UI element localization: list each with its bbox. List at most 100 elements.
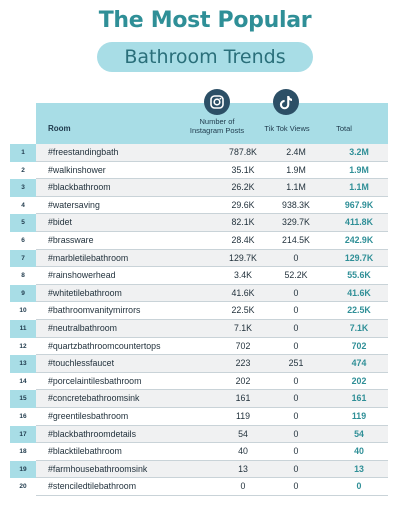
instagram-posts-value: 3.4K [233, 270, 253, 281]
rank-number: 17 [10, 425, 36, 444]
tiktok-views-value: 1.1M [286, 182, 306, 193]
table-row: 4 #watersaving 29.6K 938.3K 967.9K [10, 197, 388, 215]
table-row: 16 #greentilesbathroom 119 0 119 [10, 408, 388, 426]
total-value: 967.9K [344, 199, 374, 210]
instagram-posts-value: 26.2K [231, 182, 255, 193]
table-row: 3 #blackbathroom 26.2K 1.1M 1.1M [10, 179, 388, 197]
room-hashtag: #bidet [48, 217, 72, 228]
total-value: 242.9K [344, 234, 374, 245]
rank-number: 4 [21, 201, 25, 209]
row-body: #concretebathroomsink 161 0 161 [36, 390, 388, 408]
room-hashtag: #blacktilebathroom [48, 446, 122, 457]
table-row: 11 #neutralbathroom 7.1K 0 7.1K [10, 319, 388, 338]
instagram-posts-value: 0 [240, 481, 246, 492]
column-header-room: Room [48, 124, 71, 133]
row-body: #whitetilebathroom 41.6K 0 41.6K [36, 284, 388, 303]
total-value: 161 [351, 393, 367, 404]
table-row: 19 #farmhousebathroomsink 13 0 13 [10, 460, 388, 479]
tiktok-views-value: 0 [293, 340, 299, 351]
instagram-posts-value: 28.4K [231, 234, 255, 245]
room-hashtag: #blackbathroomdetails [48, 428, 137, 439]
rank-number: 20 [19, 483, 27, 491]
rank-number: 5 [10, 214, 36, 232]
row-body: #porcelaintilesbathroom 202 0 202 [36, 373, 388, 391]
total-value: 119 [351, 410, 367, 421]
instagram-posts-value: 82.1K [231, 217, 255, 228]
tiktok-views-value: 938.3K [282, 199, 310, 210]
instagram-icon [204, 89, 230, 115]
table-row: 8 #rainshowerhead 3.4K 52.2K 55.6K [10, 267, 388, 285]
instagram-posts-value: 161 [235, 393, 251, 404]
room-hashtag: #freestandingbath [48, 147, 119, 157]
instagram-posts-value: 119 [235, 410, 251, 421]
total-value: 129.7K [344, 252, 374, 263]
table-row: 18 #blacktilebathroom 40 0 40 [10, 443, 388, 461]
tiktok-views-value: 1.9M [286, 164, 306, 175]
rank-number: 7 [10, 249, 36, 268]
table-row: 20 #stenciledtilebathroom 0 0 0 [10, 478, 388, 496]
instagram-posts-value: 29.6K [231, 199, 255, 210]
instagram-posts-value: 40 [238, 446, 248, 457]
room-hashtag: #quartzbathroomcountertops [48, 340, 161, 351]
table-row: 7 #marbletilebathroom 129.7K 0 129.7K [10, 249, 388, 268]
row-body: #neutralbathroom 7.1K 0 7.1K [36, 319, 388, 338]
room-hashtag: #farmhousebathroomsink [48, 463, 148, 474]
table-row: 9 #whitetilebathroom 41.6K 0 41.6K [10, 284, 388, 303]
room-hashtag: #bathroomvanitymirrors [48, 305, 141, 316]
room-hashtag: #rainshowerhead [48, 270, 116, 281]
rank-number: 12 [19, 342, 27, 350]
rank-number: 13 [10, 355, 36, 373]
tiktok-views-value: 52.2K [284, 270, 308, 281]
trends-table: 1 #freestandingbath 787.8K 2.4M 3.2M 2 #walkin… [10, 144, 388, 496]
table-row: 5 #bidet 82.1K 329.7K 411.8K [10, 214, 388, 232]
room-hashtag: #blackbathroom [48, 182, 111, 193]
row-body: #walkinshower 35.1K 1.9M 1.9M [36, 162, 388, 180]
instagram-posts-value: 13 [238, 463, 248, 474]
total-value: 202 [351, 375, 367, 386]
tiktok-views-value: 329.7K [282, 217, 310, 228]
room-hashtag: #concretebathroomsink [48, 393, 140, 404]
room-hashtag: #stenciledtilebathroom [48, 481, 137, 492]
total-value: 13 [354, 463, 364, 474]
instagram-posts-value: 41.6K [231, 287, 255, 298]
tiktok-views-value: 0 [293, 428, 299, 439]
total-value: 702 [351, 340, 367, 351]
total-value: 55.6K [347, 270, 371, 281]
row-body: #bathroomvanitymirrors 22.5K 0 22.5K [36, 302, 388, 320]
table-row: 2 #walkinshower 35.1K 1.9M 1.9M [10, 162, 388, 180]
page-title: The Most Popular [98, 8, 312, 33]
tiktok-views-value: 0 [293, 252, 299, 263]
tiktok-views-value: 0 [293, 410, 299, 421]
instagram-posts-value: 54 [238, 428, 248, 439]
row-body: #blackbathroom 26.2K 1.1M 1.1M [36, 179, 388, 197]
room-hashtag: #watersaving [48, 199, 100, 210]
instagram-posts-value: 787.8K [229, 147, 257, 157]
room-hashtag: #walkinshower [48, 164, 106, 175]
tiktok-views-value: 214.5K [282, 234, 310, 245]
rank-number: 14 [19, 377, 27, 385]
table-row: 13 #touchlessfaucet 223 251 474 [10, 355, 388, 373]
total-value: 411.8K [345, 217, 373, 228]
rank-number: 9 [10, 284, 36, 303]
rank-number: 16 [19, 412, 27, 420]
total-value: 7.1K [349, 322, 369, 333]
rank-number: 19 [10, 460, 36, 479]
tiktok-views-value: 2.4M [286, 147, 306, 157]
total-value: 1.9M [349, 164, 369, 175]
row-body: #blackbathroomdetails 54 0 54 [36, 425, 388, 444]
column-header-total: Total [336, 124, 352, 133]
room-hashtag: #whitetilebathroom [48, 287, 122, 298]
rank-number: 15 [10, 390, 36, 408]
row-body: #freestandingbath 787.8K 2.4M 3.2M [36, 144, 388, 162]
rank-number: 18 [19, 448, 27, 456]
tiktok-views-value: 0 [293, 305, 299, 316]
room-hashtag: #marbletilebathroom [48, 252, 129, 263]
instagram-posts-value: 702 [235, 340, 251, 351]
row-body: #farmhousebathroomsink 13 0 13 [36, 460, 388, 479]
total-value: 474 [351, 358, 367, 369]
rank-number: 1 [10, 144, 36, 162]
total-value: 0 [356, 481, 362, 492]
table-row: 14 #porcelaintilesbathroom 202 0 202 [10, 373, 388, 391]
instagram-posts-value: 22.5K [231, 305, 255, 316]
page-subtitle: Bathroom Trends [97, 42, 313, 72]
